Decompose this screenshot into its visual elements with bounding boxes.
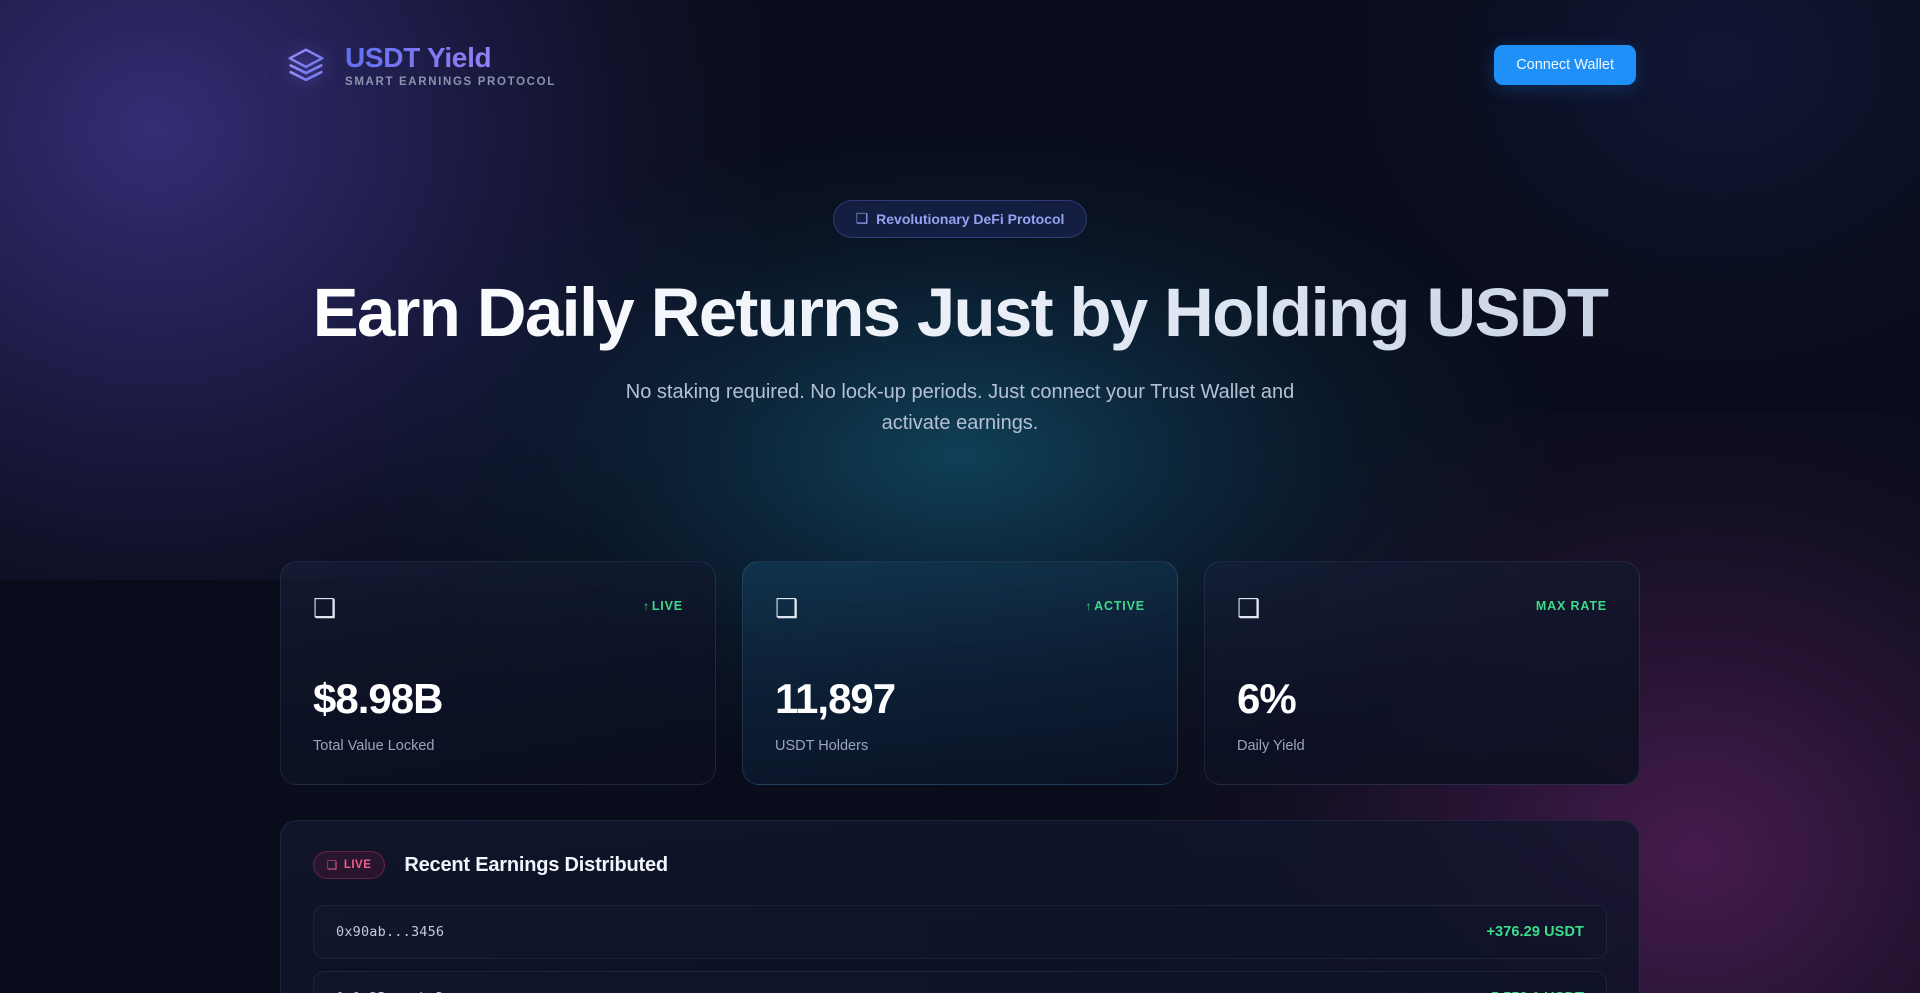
stat-card-daily-yield: ❑ MAX RATE 6% Daily Yield bbox=[1204, 561, 1640, 786]
hero-badge: ❑ Revolutionary DeFi Protocol bbox=[832, 200, 1088, 238]
users-icon: ❑ bbox=[775, 594, 799, 625]
hero-title: Earn Daily Returns Just by Holding USDT bbox=[0, 275, 1920, 351]
status-badge-label: MAX RATE bbox=[1535, 599, 1607, 614]
spark-icon: ❑ bbox=[855, 211, 869, 227]
wallet-address: 0x90ab...3456 bbox=[336, 924, 445, 941]
stat-card-header: ❑ ↑ LIVE bbox=[313, 596, 683, 622]
stat-value: 6% bbox=[1237, 675, 1297, 723]
recent-earnings-panel: ❑ LIVE Recent Earnings Distributed 0x90a… bbox=[280, 820, 1640, 993]
stat-value: $8.98B bbox=[313, 675, 443, 723]
stat-card-header: ❑ MAX RATE bbox=[1237, 596, 1607, 622]
status-badge-label: LIVE bbox=[651, 599, 683, 614]
status-badge: ↑ LIVE bbox=[643, 596, 683, 613]
earnings-list: 0x90ab...3456 +376.29 USDT 0x1a2B...abcD… bbox=[313, 905, 1607, 993]
arrow-up-icon: ↑ bbox=[643, 601, 650, 614]
earning-amount: +376.29 USDT bbox=[1486, 924, 1584, 941]
status-badge: MAX RATE bbox=[1534, 596, 1607, 613]
stats-grid: ❑ ↑ LIVE $8.98B Total Value Locked ❑ ↑ ACT… bbox=[280, 561, 1640, 786]
brand-title: USDT Yield bbox=[345, 42, 556, 73]
hero-badge-label: Revolutionary DeFi Protocol bbox=[876, 211, 1065, 227]
brand-tagline: SMART EARNINGS PROTOCOL bbox=[345, 76, 556, 89]
hero-section: ❑ Revolutionary DeFi Protocol Earn Daily… bbox=[0, 130, 1920, 439]
connect-wallet-button[interactable]: Connect Wallet bbox=[1494, 44, 1636, 86]
site-header: USDT Yield SMART EARNINGS PROTOCOL Conne… bbox=[0, 0, 1920, 130]
status-badge: ↑ ACTIVE bbox=[1085, 596, 1145, 613]
stat-value: 11,897 bbox=[775, 675, 896, 723]
list-item[interactable]: 0x90ab...3456 +376.29 USDT bbox=[313, 905, 1607, 960]
list-item[interactable]: 0x1a2B...abcD +5,552.1 USDT bbox=[313, 971, 1607, 993]
stat-label: Daily Yield bbox=[1237, 738, 1305, 755]
stat-card-tvl: ❑ ↑ LIVE $8.98B Total Value Locked bbox=[280, 561, 716, 786]
stat-card-holders: ❑ ↑ ACTIVE 11,897 USDT Holders bbox=[742, 561, 1178, 786]
stat-label: Total Value Locked bbox=[313, 738, 435, 755]
live-badge-label: LIVE bbox=[343, 859, 372, 872]
live-dot-icon: ❑ bbox=[327, 858, 338, 873]
wallet-address: 0x1a2B...abcD bbox=[336, 990, 444, 993]
stat-card-header: ❑ ↑ ACTIVE bbox=[775, 596, 1145, 622]
live-badge: ❑ LIVE bbox=[313, 851, 386, 880]
lock-icon: ❑ bbox=[313, 594, 337, 625]
stacked-layers-icon bbox=[284, 43, 328, 87]
recent-earnings-title: Recent Earnings Distributed bbox=[404, 853, 668, 876]
brand-text-block: USDT Yield SMART EARNINGS PROTOCOL bbox=[345, 42, 556, 88]
status-badge-label: ACTIVE bbox=[1094, 599, 1145, 614]
chart-up-icon: ❑ bbox=[1237, 594, 1261, 625]
arrow-up-icon: ↑ bbox=[1085, 601, 1093, 614]
stat-label: USDT Holders bbox=[775, 738, 869, 755]
earning-amount: +5,552.1 USDT bbox=[1482, 990, 1584, 993]
hero-subtitle: No staking required. No lock-up periods.… bbox=[625, 380, 1295, 434]
recent-earnings-header: ❑ LIVE Recent Earnings Distributed bbox=[313, 851, 1607, 880]
brand-logo[interactable]: USDT Yield SMART EARNINGS PROTOCOL bbox=[284, 42, 556, 88]
